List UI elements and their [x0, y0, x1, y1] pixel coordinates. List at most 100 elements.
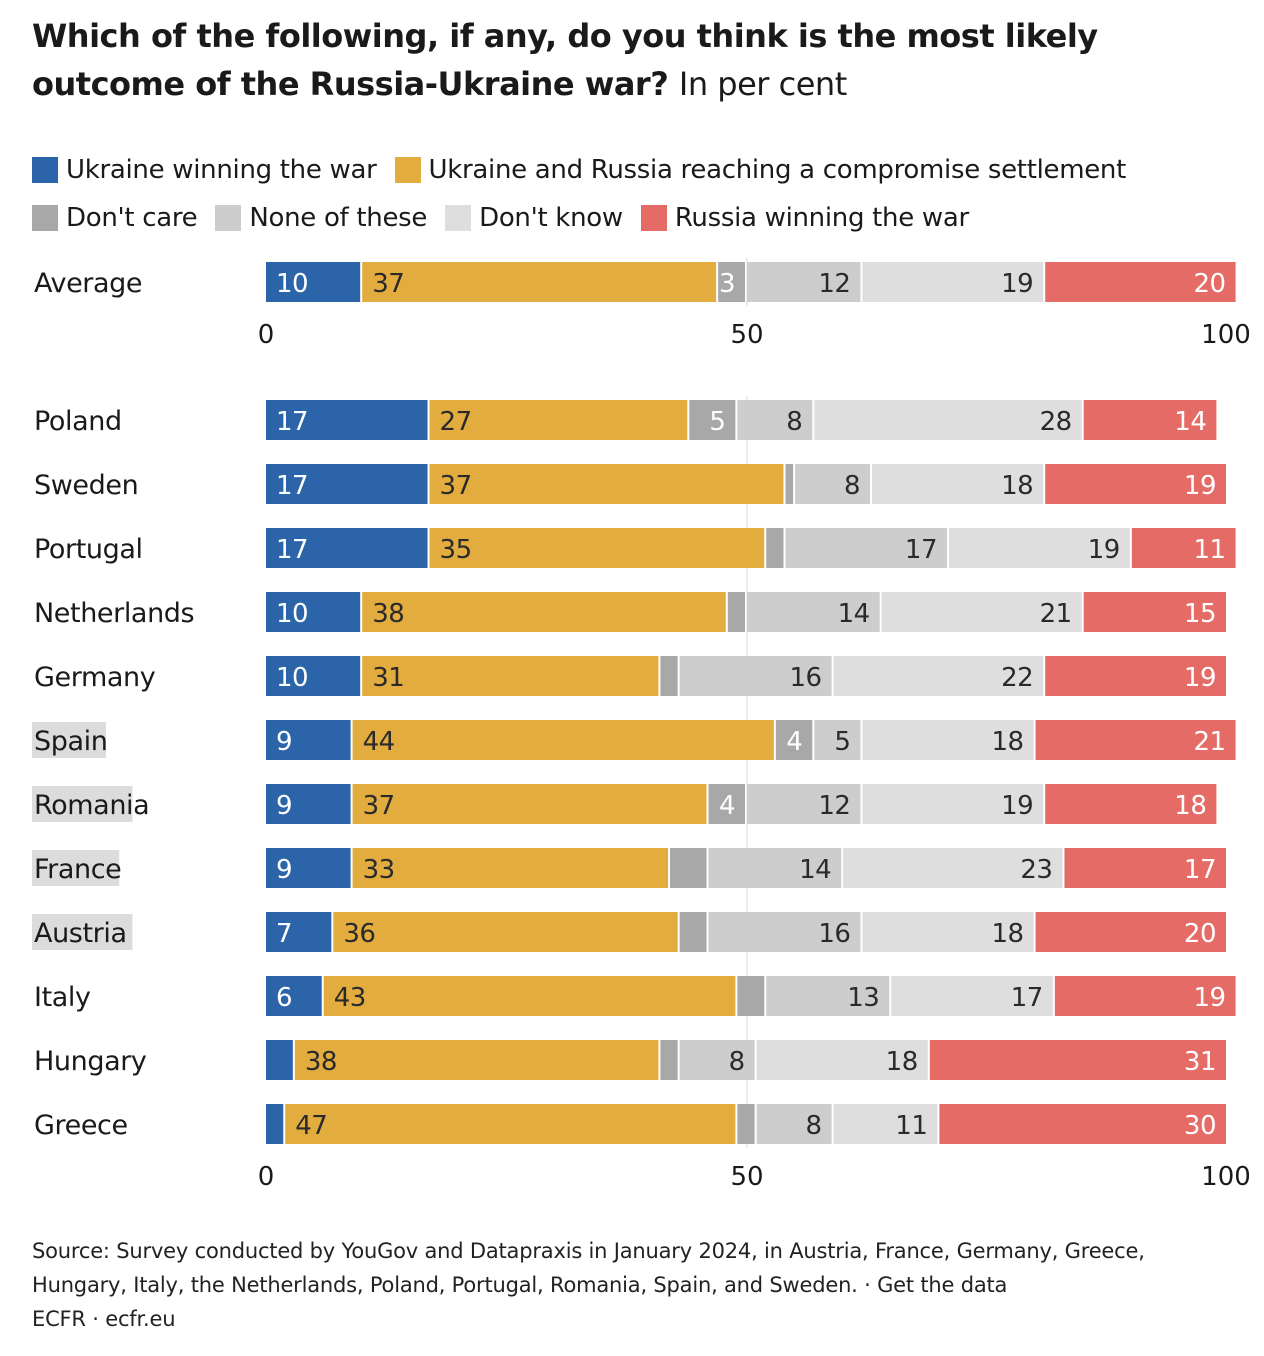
data-label: 15 [1184, 599, 1216, 629]
data-label: 21 [1194, 727, 1226, 757]
bar-segment-don-t-know [833, 656, 1044, 696]
legend-label: Russia winning the war [674, 203, 969, 233]
bar-segment-don-t-know [872, 464, 1044, 504]
data-label: 28 [1040, 407, 1072, 437]
bar-segment-russia-winning-the-war [929, 1040, 1226, 1080]
bar-segment-ukraine-and-russia-reaching-a-compromise-settlement [429, 464, 784, 504]
legend-row: Don't care None of these Don't know Russ… [32, 194, 1232, 242]
bar-segment-russia-winning-the-war [1064, 848, 1226, 888]
data-label: 12 [818, 269, 850, 299]
bar-segment-none-of-these [756, 1104, 832, 1144]
data-label: 5 [834, 727, 850, 757]
data-label: 17 [276, 471, 308, 501]
bar-segment-don-t-care [737, 1104, 755, 1144]
data-label: 17 [1184, 855, 1216, 885]
data-label: 21 [1040, 599, 1072, 629]
bar-segment-ukraine-winning-the-war [266, 1040, 293, 1080]
category-label: Romania [34, 790, 149, 821]
data-label: 11 [1194, 535, 1226, 565]
bar-segment-none-of-these [814, 720, 861, 760]
data-label: 17 [276, 535, 308, 565]
category-label: Netherlands [34, 598, 194, 629]
legend-label: Don't know [479, 203, 623, 233]
bar-segment-don-t-know [756, 1040, 928, 1080]
bar-segment-ukraine-winning-the-war [266, 262, 361, 302]
bar-segment-russia-winning-the-war [1045, 262, 1236, 302]
bar-segment-ukraine-winning-the-war [266, 1104, 284, 1144]
legend-swatch [32, 157, 58, 183]
bar-segment-don-t-know [862, 912, 1034, 952]
bar-segment-ukraine-and-russia-reaching-a-compromise-settlement [362, 592, 726, 632]
legend-swatch [640, 205, 667, 231]
data-label: 18 [1001, 471, 1033, 501]
bar-segment-none-of-these [747, 262, 861, 302]
category-label: Austria [34, 918, 127, 949]
data-label: 16 [818, 919, 850, 949]
bar-segment-none-of-these [747, 784, 861, 824]
legend-label: Don't care [66, 203, 198, 233]
chart-title: Which of the following, if any, do you t… [32, 12, 1242, 108]
x-tick-label: 100 [1201, 1162, 1251, 1192]
bar-segment-don-t-know [862, 720, 1034, 760]
data-label: 10 [276, 663, 308, 693]
data-label: 18 [992, 919, 1024, 949]
category-label: Portugal [34, 534, 143, 565]
bar-segment-don-t-care [670, 848, 707, 888]
bar-segment-ukraine-and-russia-reaching-a-compromise-settlement [362, 656, 659, 696]
data-label: 36 [343, 919, 375, 949]
bar-segment-ukraine-and-russia-reaching-a-compromise-settlement [294, 1040, 659, 1080]
legend-item-none-of-these: None of these [215, 203, 427, 233]
bar-segment-don-t-know [843, 848, 1063, 888]
data-label: 27 [440, 407, 472, 437]
bar-segment-ukraine-and-russia-reaching-a-compromise-settlement [352, 784, 707, 824]
data-label: 5 [709, 407, 725, 437]
bar-segment-none-of-these [766, 976, 890, 1016]
category-label: Italy [34, 982, 91, 1013]
data-label: 44 [363, 727, 395, 757]
bar-segment-don-t-care [689, 400, 736, 440]
bar-segment-russia-winning-the-war [1045, 784, 1217, 824]
bar-segment-ukraine-winning-the-war [266, 400, 428, 440]
category-label: Average [34, 268, 142, 299]
bar-segment-ukraine-and-russia-reaching-a-compromise-settlement [323, 976, 736, 1016]
bar-segment-ukraine-and-russia-reaching-a-compromise-settlement [352, 720, 774, 760]
data-label: 10 [276, 599, 308, 629]
bar-segment-ukraine-winning-the-war [266, 720, 351, 760]
data-label: 17 [276, 407, 308, 437]
legend-label: Ukraine winning the war [66, 155, 377, 185]
bar-segment-ukraine-winning-the-war [266, 464, 428, 504]
legend-swatch [445, 205, 472, 231]
bar-segment-russia-winning-the-war [1045, 464, 1226, 504]
bar-segment-none-of-these [747, 592, 880, 632]
bar-segment-none-of-these [737, 400, 813, 440]
category-highlight [32, 786, 133, 822]
data-label: 19 [1088, 535, 1120, 565]
data-label: 31 [1184, 1047, 1216, 1077]
bar-segment-don-t-care [679, 912, 707, 952]
category-highlight [32, 914, 133, 950]
data-label: 16 [789, 663, 821, 693]
source-text: Source: Survey conducted by YouGov and D… [32, 1239, 1145, 1297]
bar-segment-ukraine-and-russia-reaching-a-compromise-settlement [285, 1104, 736, 1144]
source-note: Source: Survey conducted by YouGov and D… [32, 1234, 1242, 1336]
data-label: 18 [886, 1047, 918, 1077]
bar-segment-russia-winning-the-war [1054, 976, 1236, 1016]
data-label: 4 [719, 791, 735, 821]
source-credit: ECFR · ecfr.eu [32, 1307, 176, 1331]
bar-segment-russia-winning-the-war [939, 1104, 1226, 1144]
data-label: 7 [276, 919, 292, 949]
bar-segment-ukraine-and-russia-reaching-a-compromise-settlement [352, 848, 669, 888]
legend-swatch [32, 205, 58, 231]
bar-segment-don-t-know [862, 262, 1044, 302]
data-label: 33 [363, 855, 395, 885]
data-label: 9 [276, 791, 292, 821]
bar-segment-russia-winning-the-war [1131, 528, 1236, 568]
data-label: 8 [806, 1111, 822, 1141]
data-label: 43 [334, 983, 366, 1013]
category-label: Germany [34, 662, 156, 693]
bar-segment-ukraine-winning-the-war [266, 912, 332, 952]
data-label: 19 [1184, 471, 1216, 501]
bar-segment-don-t-know [862, 784, 1044, 824]
data-label: 4 [786, 727, 802, 757]
bar-segment-don-t-care [660, 656, 678, 696]
